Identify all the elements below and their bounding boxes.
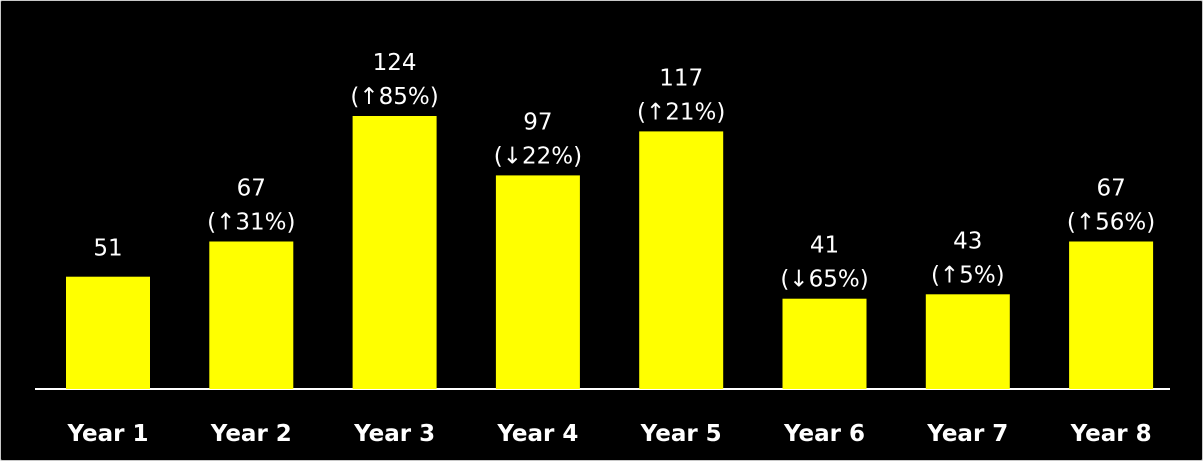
value-label: 51 xyxy=(93,236,122,262)
x-tick-label: Year 1 xyxy=(66,421,148,447)
bar-year-6 xyxy=(782,298,867,389)
bar-year-2 xyxy=(209,241,294,389)
value-label: 67 xyxy=(237,176,266,202)
change-label: (↑85%) xyxy=(350,84,438,110)
value-label: 117 xyxy=(659,65,703,91)
change-label: (↑21%) xyxy=(637,99,725,125)
x-tick-label: Year 2 xyxy=(210,421,292,447)
value-label: 124 xyxy=(373,50,417,76)
x-tick-label: Year 3 xyxy=(353,421,435,447)
x-tick-label: Year 6 xyxy=(783,421,865,447)
value-label: 67 xyxy=(1096,176,1125,202)
value-label: 41 xyxy=(810,233,839,259)
bar-year-5 xyxy=(639,131,724,389)
value-label: 97 xyxy=(523,109,552,135)
x-tick-label: Year 5 xyxy=(640,421,722,447)
bar-year-3 xyxy=(352,116,437,389)
change-label: (↓65%) xyxy=(780,267,868,293)
x-tick-label: Year 4 xyxy=(496,421,578,447)
bar-year-1 xyxy=(66,276,150,389)
x-tick-label: Year 8 xyxy=(1070,421,1152,447)
bars-layer xyxy=(66,116,1154,389)
category-labels-layer: Year 1 Year 2 Year 3 Year 4 Year 5 Year 6 Year… xyxy=(66,421,1151,447)
value-label: 43 xyxy=(953,228,982,254)
x-tick-label: Year 7 xyxy=(926,421,1008,447)
change-label: (↓22%) xyxy=(494,143,582,169)
bar-year-8 xyxy=(1069,241,1154,389)
change-label: (↑56%) xyxy=(1067,210,1155,236)
bar-year-4 xyxy=(495,175,580,389)
change-label: (↑5%) xyxy=(931,262,1005,288)
bar-year-7 xyxy=(925,294,1010,389)
data-labels-layer: 51 67 (↑31%) 124 (↑85%) 97 (↓22%) 117 (↑21%) 41 (↓… xyxy=(93,50,1155,293)
change-label: (↑31%) xyxy=(207,210,295,236)
